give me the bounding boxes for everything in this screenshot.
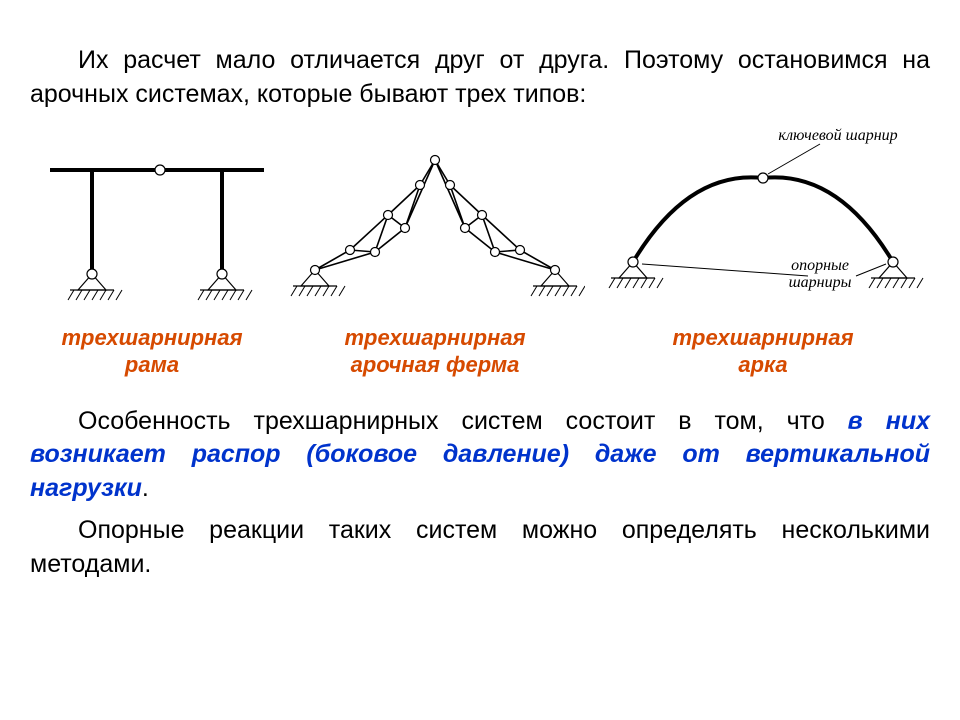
paragraph-feature: Особенность трехшарнирных систем состоит… — [30, 405, 930, 506]
text-tail: . — [142, 474, 149, 502]
paragraph-intro: Их расчет мало отличается друг от друга.… — [30, 44, 930, 112]
figure-arch: ключевой шарнир опорныешарниры трехшарнир… — [598, 120, 928, 379]
text: Опорные реакции таких систем можно опред… — [30, 516, 930, 578]
paragraph-methods: Опорные реакции таких систем можно опред… — [30, 514, 930, 582]
diagram-truss — [285, 130, 585, 310]
caption-frame: трехшарнирная рама — [61, 324, 242, 379]
caption-truss: трехшарнирная арочная ферма — [344, 324, 525, 379]
diagram-arch: ключевой шарнир опорныешарниры — [598, 120, 928, 310]
svg-text:опорныешарниры: опорныешарниры — [789, 257, 852, 291]
caption-arch: трехшарнирная арка — [672, 324, 853, 379]
figure-frame: трехшарнирная рама — [32, 150, 272, 379]
figures-row: трехшарнирная рама трехшарнирная арочная… — [30, 120, 930, 379]
diagram-frame — [32, 150, 272, 310]
figure-truss: трехшарнирная арочная ферма — [285, 130, 585, 379]
text-lead: Особенность трехшарнирных систем состоит… — [78, 407, 848, 435]
svg-text:ключевой шарнир: ключевой шарнир — [778, 127, 897, 144]
text: Их расчет мало отличается друг от друга.… — [30, 46, 930, 108]
